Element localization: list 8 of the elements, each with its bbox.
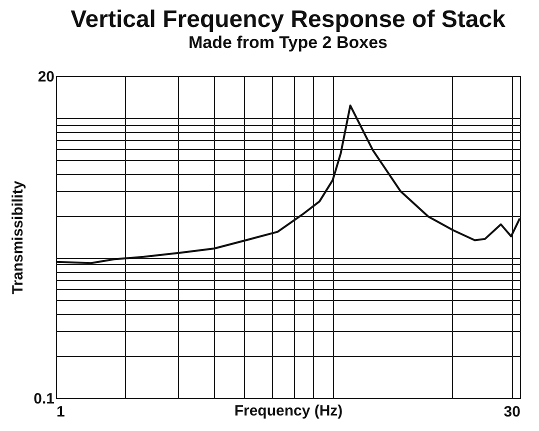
chart-title: Vertical Frequency Response of Stack <box>70 6 506 33</box>
y-axis-title: Transmissibility <box>10 180 27 294</box>
chart-subtitle: Made from Type 2 Boxes <box>188 33 388 52</box>
y-tick-label: 0.1 <box>34 390 54 408</box>
x-tick-label: 1 <box>56 404 65 420</box>
x-tick-label: 30 <box>504 404 520 420</box>
x-axis-title: Frequency (Hz) <box>234 402 343 420</box>
y-tick-label: 20 <box>38 68 54 86</box>
